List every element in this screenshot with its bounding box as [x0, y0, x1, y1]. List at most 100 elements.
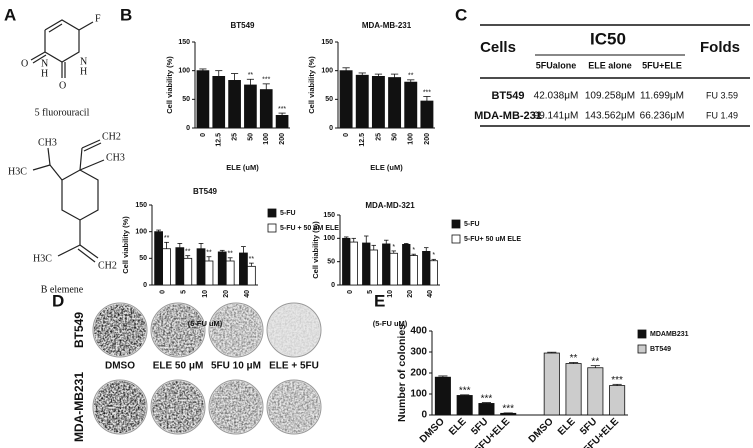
bar: [196, 70, 210, 129]
y-axis-label: Cell viability (%): [121, 216, 130, 274]
bar: [429, 260, 438, 286]
legend-swatch: [267, 223, 277, 233]
atom: N: [80, 56, 87, 67]
bond: [79, 159, 105, 171]
x-tick-label: 5: [367, 290, 374, 294]
y-tick-label: 400: [410, 326, 427, 337]
colony-texture: [268, 304, 320, 356]
significance-label: ***: [262, 77, 270, 84]
chart-title: BT549: [230, 21, 255, 30]
colony-texture: [210, 381, 262, 433]
y-axis-label: Cell viability (%): [165, 56, 174, 114]
significance-label: **: [206, 250, 212, 257]
x-tick-label: 12.5: [359, 133, 366, 147]
x-tick-label: ELE: [556, 416, 578, 438]
x-tick-label: 0: [200, 133, 207, 137]
colony-texture: [94, 304, 146, 356]
significance-label: **: [164, 235, 170, 242]
row-label: MDA-MB231: [72, 372, 86, 442]
x-tick-label: 0: [347, 290, 354, 294]
column-label: DMSO: [105, 361, 135, 372]
bar: [349, 241, 358, 286]
y-tick-label: 100: [135, 229, 147, 236]
x-tick-label: 25: [231, 133, 238, 141]
bar: [404, 81, 418, 129]
bond: [83, 142, 102, 152]
bar: [259, 89, 273, 129]
bond: [44, 19, 80, 63]
table-cell: 42.038μM: [534, 91, 579, 102]
bar: [609, 385, 626, 416]
bond: [48, 23, 63, 33]
colony-images: BT549 MDA-MB231 DMSO ELE 50 μM 5FU 10 μM ELE …: [72, 302, 322, 442]
structure-name: 5 fluorouracil: [35, 107, 90, 118]
structure-elemene: CH3 CH2 CH3 H3C H3C CH2 B elemene: [8, 131, 125, 295]
significance-label: *: [432, 252, 435, 259]
x-tick-label: 200: [424, 133, 431, 145]
y-tick-label: 100: [323, 235, 335, 242]
atom: O: [59, 80, 66, 91]
bar: [543, 352, 560, 416]
chart-title: MDA-MB-231: [362, 21, 412, 30]
y-tick-label: 0: [186, 125, 190, 132]
x-tick-label: 25: [375, 133, 382, 141]
y-tick-label: 100: [321, 68, 333, 75]
bar: [212, 76, 226, 129]
significance-label: ***: [502, 404, 514, 415]
bond: [32, 164, 51, 171]
bar: [434, 376, 451, 416]
bond: [32, 54, 47, 64]
bar: [456, 395, 473, 416]
y-tick-label: 150: [321, 39, 333, 46]
legend-swatch: [451, 219, 461, 229]
significance-label: **: [185, 249, 191, 256]
atom: F: [95, 13, 101, 24]
structure-name: B elemene: [41, 284, 84, 295]
y-tick-label: 50: [139, 255, 147, 262]
atom: H3C: [33, 253, 52, 264]
bar: [217, 251, 227, 286]
table-header: Cells: [480, 39, 516, 56]
atom: H: [80, 66, 87, 77]
table-header: IC50: [590, 29, 626, 48]
bar: [154, 231, 163, 286]
table-cell: FU 3.59: [706, 90, 738, 100]
x-tick-label: 50: [391, 133, 398, 141]
row-header: BT549: [491, 90, 524, 102]
table-cell: 109.258μM: [585, 91, 635, 102]
x-tick-label: DMSO: [527, 416, 556, 445]
x-axis-label: (5-FU uM): [188, 319, 223, 328]
significance-label: *: [392, 244, 395, 251]
y-axis-label: Cell viability (%): [307, 56, 316, 114]
bar: [371, 76, 385, 129]
x-tick-label: 40: [427, 290, 434, 298]
x-axis-label: ELE (uM): [370, 163, 403, 172]
significance-label: **: [248, 72, 254, 79]
bar: [246, 265, 256, 286]
bar: [420, 100, 434, 129]
significance-label: **: [408, 73, 414, 80]
bond: [79, 244, 99, 259]
x-tick-label: 100: [408, 133, 415, 145]
y-tick-label: 150: [135, 202, 147, 209]
bar: [275, 114, 289, 129]
ic50-table: Cells IC50 Folds 5FUalone ELE alone 5FU+…: [474, 24, 750, 127]
significance-label: ***: [423, 89, 431, 96]
y-tick-label: 50: [325, 96, 333, 103]
x-tick-label: 12.5: [216, 133, 223, 147]
legend-label: BT549: [650, 346, 671, 353]
x-tick-label: 20: [407, 290, 414, 298]
bar: [239, 252, 248, 286]
significance-label: ***: [459, 385, 471, 396]
legend-label: 5-FU+ 50 uM ELE: [464, 236, 521, 243]
bar: [565, 363, 582, 416]
table-subheader: 5FUalone: [536, 60, 577, 70]
bar: [228, 80, 241, 129]
y-axis-label: Number of colonies: [396, 324, 408, 422]
structure-5fu: F O N H O N H 5 fluorouracil: [21, 13, 101, 118]
colony-texture: [210, 304, 262, 356]
bar: [225, 260, 235, 286]
bond: [81, 139, 101, 149]
bond: [78, 21, 94, 31]
y-tick-label: 0: [143, 282, 147, 289]
